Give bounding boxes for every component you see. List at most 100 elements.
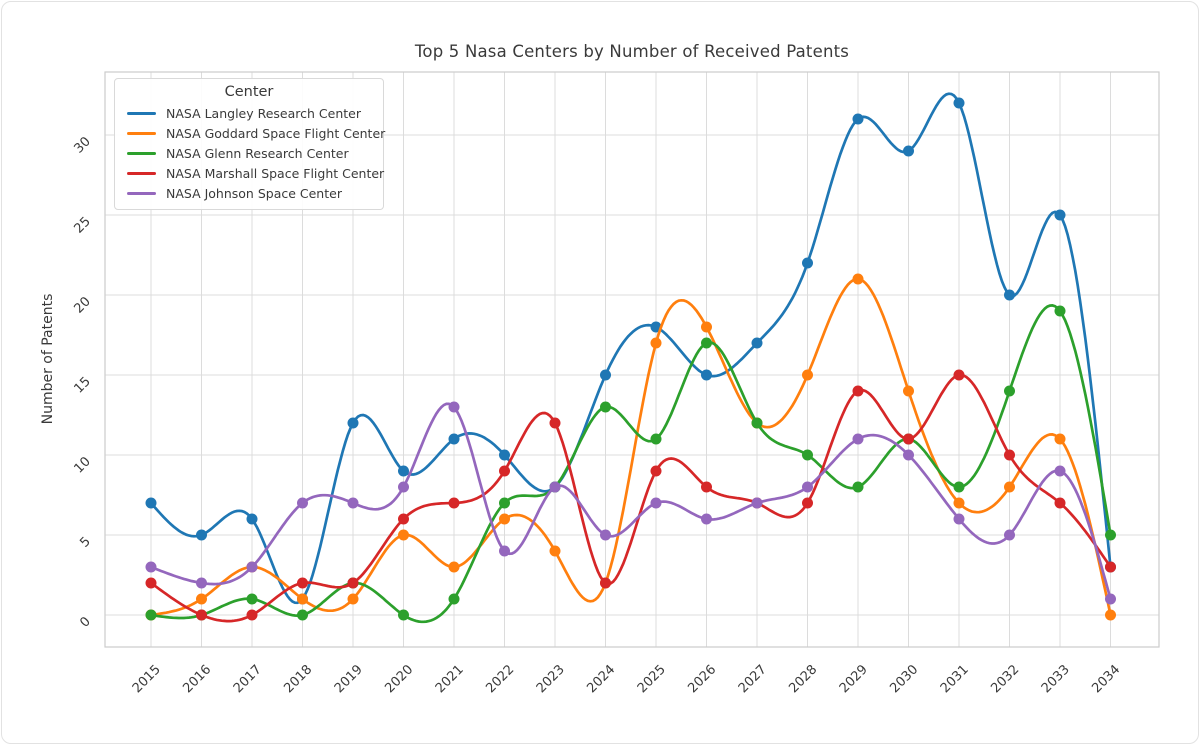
data-point-marker [549,417,561,429]
data-point-marker [953,513,965,525]
data-point-marker [1105,561,1116,573]
data-point-marker [751,417,763,429]
x-tick-label: 2028 [786,662,820,696]
y-tick-label: 30 [72,134,94,156]
data-point-marker [448,561,460,573]
data-point-marker [1054,433,1066,445]
data-point-marker [347,417,359,429]
x-tick-label: 2024 [584,662,618,696]
data-point-marker [499,513,510,525]
x-tick-label: 2034 [1089,662,1123,696]
data-point-marker [1004,481,1015,493]
data-point-marker [701,369,712,381]
x-tick-label: 2017 [231,662,265,696]
x-tick-label: 2020 [382,662,416,696]
x-tick-label: 2026 [685,662,719,696]
data-point-marker [751,337,763,349]
data-point-marker [802,369,813,381]
legend-title: Center [224,84,274,100]
data-point-marker [852,385,864,397]
legend-line-swatch [127,171,156,175]
data-point-marker [1054,465,1066,477]
data-point-marker [1105,593,1116,605]
legend-line-swatch [127,151,156,155]
series-nasa-goddard-space-flight-center [145,273,1116,621]
data-point-marker [701,481,712,493]
data-point-marker [903,433,914,445]
legend-line-swatch [127,111,156,115]
data-point-marker [953,369,965,381]
series-nasa-marshall-space-flight-center [145,369,1116,623]
data-point-marker [196,529,207,541]
data-point-marker [600,577,611,589]
data-point-marker [1004,385,1015,397]
series-line [149,402,1112,601]
y-tick-label: 25 [72,214,94,236]
series-line [149,277,1112,617]
data-point-marker [1105,529,1116,541]
data-point-marker [600,401,611,413]
data-point-marker [145,561,157,573]
data-point-marker [347,593,359,605]
data-point-marker [802,449,813,461]
data-point-marker [1054,497,1066,509]
legend-row: NASA Marshall Space Flight Center [115,163,385,183]
data-point-marker [398,609,409,621]
data-point-marker [903,385,914,397]
data-point-marker [701,513,712,525]
series-nasa-glenn-research-center [145,304,1116,624]
data-point-marker [196,593,207,605]
data-point-marker [448,593,460,605]
data-point-marker [903,145,914,157]
data-point-marker [196,577,207,589]
data-point-marker [1054,209,1066,221]
data-point-marker [650,433,662,445]
plot-frame [104,71,1160,648]
data-point-marker [246,593,258,605]
x-tick-label: 2032 [988,662,1022,696]
data-point-marker [650,497,662,509]
legend-row: NASA Goddard Space Flight Center [115,123,386,143]
data-point-marker [852,113,864,125]
data-point-marker [549,481,561,493]
data-point-marker [297,593,308,605]
x-tick-label: 2022 [483,662,517,696]
data-point-marker [499,465,510,477]
x-tick-label: 2025 [635,662,669,696]
data-point-marker [246,561,258,573]
series-line [149,373,1112,623]
data-point-marker [145,609,157,621]
data-point-marker [953,497,965,509]
data-point-marker [802,481,813,493]
data-point-marker [398,465,409,477]
data-point-marker [499,545,510,557]
data-point-marker [398,481,409,493]
legend-label: NASA Langley Research Center [166,105,361,121]
data-point-marker [347,577,359,589]
data-point-marker [499,449,510,461]
legend-row: NASA Glenn Research Center [115,143,383,163]
data-point-marker [549,545,561,557]
legend-label: NASA Marshall Space Flight Center [166,165,385,181]
x-tick-label: 2015 [130,662,164,696]
x-tick-label: 2016 [180,662,214,696]
chart-title: Top 5 Nasa Centers by Number of Received… [414,42,850,61]
data-point-marker [1004,529,1015,541]
data-point-marker [903,449,914,461]
data-point-marker [297,577,308,589]
x-tick-label: 2033 [1039,662,1073,696]
data-point-marker [701,321,712,333]
data-point-marker [448,401,460,413]
x-tick-label: 2027 [736,662,770,696]
data-point-marker [600,369,611,381]
x-tick-label: 2023 [534,662,568,696]
legend-label: NASA Goddard Space Flight Center [166,125,386,141]
legend-box: Center NASA Langley Research Center NASA … [114,78,386,210]
series-line [149,92,1112,605]
data-point-marker [852,273,864,285]
series-line [149,304,1112,624]
x-tick-label: 2031 [938,662,972,696]
data-point-marker [347,497,359,509]
